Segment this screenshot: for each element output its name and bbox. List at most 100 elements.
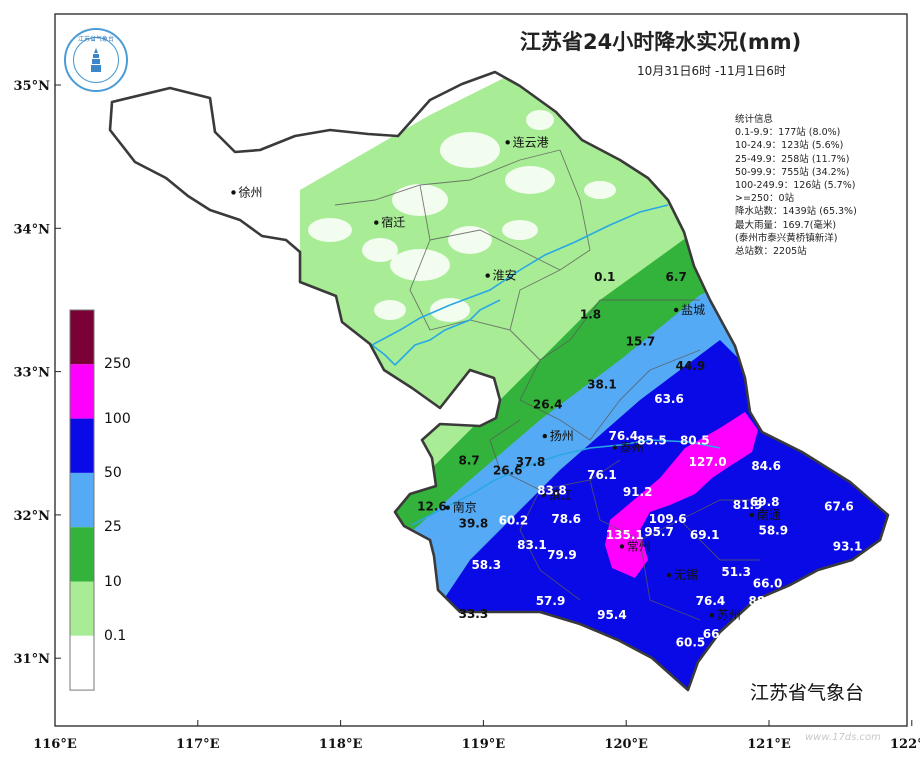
rainfall-value: 37.8 xyxy=(516,455,546,469)
rainfall-value: 8.7 xyxy=(458,453,479,467)
map-title: 江苏省24小时降水实况(mm) xyxy=(520,30,802,54)
rainfall-value: 60.5 xyxy=(676,635,706,649)
city-label: 苏州 xyxy=(717,608,741,622)
rivers xyxy=(371,204,721,526)
rainfall-value: 0.1 xyxy=(594,270,615,284)
city-label: 盐城 xyxy=(681,303,705,317)
stats-line: 100-249.9：126站 (5.7%) xyxy=(735,180,856,192)
y-axis-ticks: 35°N 34°N 33°N 32°N 31°N xyxy=(14,79,61,667)
city-dot xyxy=(485,273,490,278)
rainfall-value: 44.9 xyxy=(676,359,706,373)
map-frame xyxy=(54,13,908,727)
rainfall-value: 93.1 xyxy=(833,539,863,553)
city-dot xyxy=(231,190,236,195)
stats-line: (泰州市泰兴黄桥镇新洋) xyxy=(735,232,838,244)
legend-label: 25 xyxy=(104,519,122,535)
rainfall-value: 57.9 xyxy=(536,594,566,608)
rainfall-value: 63.6 xyxy=(654,392,684,406)
rainfall-value: 80.5 xyxy=(680,433,710,447)
y-tick-label: 35°N xyxy=(14,79,51,94)
stats-line: 50-99.9：755站 (34.2%) xyxy=(735,166,850,178)
legend-swatch xyxy=(70,581,94,636)
legend-label: 10 xyxy=(104,574,122,590)
legend-swatch xyxy=(70,364,94,419)
city-label: 连云港 xyxy=(513,134,549,149)
statistics-panel: 统计信息 0.1-9.9：177站 (8.0%) 10-24.9：123站 (5… xyxy=(735,113,857,258)
legend-label: 250 xyxy=(104,356,131,372)
legend-label: 0.1 xyxy=(104,628,127,644)
city-dot xyxy=(749,512,755,518)
city-label: 南通 xyxy=(757,507,781,522)
city-label: 无锡 xyxy=(674,567,698,582)
city-label: 淮安 xyxy=(493,268,517,283)
rainfall-value: 51.3 xyxy=(721,565,751,579)
rainfall-value: 66.0 xyxy=(753,577,783,591)
city-dot xyxy=(541,492,546,498)
tower-icon xyxy=(91,48,101,72)
rainfall-value: 81.9 xyxy=(733,498,763,512)
rainfall-value: 76.4 xyxy=(609,429,639,443)
x-tick-label: 116°E xyxy=(33,737,77,752)
rainfall-value: 12.6 xyxy=(417,499,447,513)
stats-line: 降水站数：1439站 (65.3%) xyxy=(735,206,857,218)
rainfall-value: 6.7 xyxy=(666,270,687,284)
map-subtitle: 10月31日6时 -11月1日6时 xyxy=(637,64,786,78)
city-dot xyxy=(542,433,548,439)
stats-line: 0.1-9.9：177站 (8.0%) xyxy=(735,127,841,139)
y-tick-label: 33°N xyxy=(14,366,51,381)
rainfall-value: 88.6 xyxy=(748,594,778,608)
stats-line: 25-49.9：258站 (11.7%) xyxy=(735,153,850,165)
stats-line: >=250：0站 xyxy=(735,193,795,205)
stats-line: 总站数：2205站 xyxy=(735,246,807,258)
city-label: 扬州 xyxy=(550,428,574,443)
city-label: 宿迁 xyxy=(381,215,405,230)
watermark: www.17ds.com xyxy=(805,732,881,743)
legend-label: 50 xyxy=(104,465,122,481)
rainfall-value: 15.7 xyxy=(626,335,656,349)
rainfall-value: 38.1 xyxy=(587,377,617,391)
legend-swatch xyxy=(70,310,94,365)
rainfall-value: 69.8 xyxy=(750,495,780,509)
rainfall-values: 0.1 6.7 1.8 15.7 44.9 38.1 63.6 26.4 8.7 26.637.8… xyxy=(417,270,862,649)
city-dot xyxy=(505,140,510,145)
city-label: 泰州 xyxy=(620,441,644,455)
logo-ring xyxy=(73,37,119,83)
rainfall-value: 79.9 xyxy=(547,548,577,562)
legend-swatches xyxy=(69,309,95,691)
city-dot xyxy=(709,613,715,618)
city-label: 徐州 xyxy=(239,184,263,199)
legend-swatch xyxy=(70,418,94,473)
rainfall-value: 127.0 xyxy=(689,455,727,469)
rainfall-value: 76.4 xyxy=(696,594,726,608)
y-tick-label: 34°N xyxy=(14,222,51,237)
stats-line: 10-24.9：123站 (5.6%) xyxy=(735,140,844,152)
rainfall-value: 76.1 xyxy=(587,468,617,482)
logo-icon: 江苏省气象台 xyxy=(64,28,128,92)
logo-text: 江苏省气象台 xyxy=(77,36,114,43)
x-tick-label: 119°E xyxy=(462,737,506,752)
x-tick-label: 120°E xyxy=(604,737,648,752)
rainfall-value: 69.1 xyxy=(690,528,720,542)
legend-label: 100 xyxy=(104,411,131,427)
rainfall-value: 109.6 xyxy=(649,512,687,526)
x-axis-ticks: 116°E 117°E 118°E 119°E 120°E 121°E 122°E xyxy=(33,720,920,752)
legend-border xyxy=(69,309,95,691)
city-label: 南京 xyxy=(453,500,477,515)
stats-line: 统计信息 xyxy=(735,114,774,125)
city-dot xyxy=(612,445,617,450)
x-tick-label: 122°E xyxy=(890,737,920,752)
rainfall-value: 84.6 xyxy=(751,459,781,473)
stats-line: 最大雨量：169.7(毫米) xyxy=(735,219,837,231)
rainfall-value: 95.4 xyxy=(597,608,627,622)
y-tick-label: 32°N xyxy=(14,509,51,524)
x-tick-label: 117°E xyxy=(176,737,220,752)
rainfall-value: 85.5 xyxy=(637,433,667,447)
rainfall-value: 26.4 xyxy=(533,398,563,412)
city-dot xyxy=(619,544,625,549)
x-tick-label: 118°E xyxy=(319,737,363,752)
rainfall-value: 58.3 xyxy=(471,558,501,572)
rainfall-value: 91.2 xyxy=(623,485,653,499)
